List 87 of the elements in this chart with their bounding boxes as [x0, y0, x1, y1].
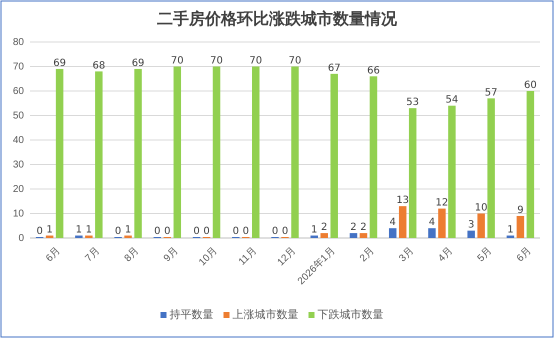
- data-label: 1: [76, 224, 82, 236]
- x-tick-label: 6月: [514, 245, 534, 264]
- data-label: 70: [210, 56, 223, 66]
- bar: [408, 108, 416, 238]
- y-tick-label: 60: [12, 86, 24, 98]
- data-label: 0: [193, 226, 200, 237]
- bar: [291, 66, 299, 238]
- data-label: 3: [468, 220, 474, 231]
- bar: [174, 66, 182, 238]
- data-label: 1: [507, 224, 514, 236]
- chart-title: 二手房价格环比涨跌城市数量情况: [157, 9, 398, 28]
- data-label: 0: [232, 226, 239, 237]
- bar: [134, 68, 142, 238]
- data-label: 70: [288, 56, 302, 66]
- data-label: 0: [203, 226, 210, 237]
- data-label: 0: [154, 226, 161, 237]
- y-tick-label: 30: [12, 160, 24, 171]
- bar: [212, 66, 220, 238]
- data-label: 1: [311, 224, 318, 236]
- data-label: 1: [124, 224, 132, 236]
- y-tick-label: 40: [12, 135, 24, 146]
- data-label: 53: [406, 97, 420, 108]
- x-tick-label: 8月: [122, 245, 142, 264]
- bar: [516, 216, 524, 238]
- data-label: 0: [282, 226, 288, 237]
- x-tick-label: 11月: [236, 245, 260, 268]
- data-label: 4: [390, 217, 396, 228]
- data-label: 10: [474, 202, 488, 214]
- y-tick-label: 70: [12, 62, 24, 73]
- data-label: 0: [164, 226, 170, 237]
- data-label: 54: [446, 94, 458, 106]
- data-label: 70: [170, 56, 184, 66]
- y-tick-label: 10: [12, 208, 24, 220]
- x-tick-label: 6月: [44, 245, 63, 264]
- bar: [388, 228, 396, 238]
- data-label: 9: [517, 204, 524, 216]
- data-label: 0: [36, 226, 43, 237]
- y-tick-label: 80: [12, 37, 24, 48]
- data-label: 60: [524, 80, 537, 91]
- data-label: 13: [396, 195, 410, 206]
- data-label: 2: [321, 222, 328, 234]
- data-label: 0: [114, 226, 122, 237]
- legend-label: 上涨城市数量: [232, 308, 298, 321]
- x-tick-label: 3月: [397, 245, 416, 264]
- x-tick-label: 7月: [83, 245, 102, 264]
- data-label: 66: [367, 65, 380, 76]
- bar: [330, 74, 338, 238]
- data-label: 1: [46, 224, 53, 236]
- y-tick-label: 50: [12, 110, 24, 122]
- data-label: 68: [92, 60, 106, 72]
- bar: [448, 106, 456, 238]
- data-label: 69: [53, 58, 66, 69]
- data-label: 0: [242, 226, 249, 237]
- data-label: 4: [428, 217, 436, 228]
- data-label: 2: [360, 222, 367, 234]
- bar: [95, 71, 103, 238]
- bar: [56, 68, 64, 238]
- bar: [360, 233, 368, 238]
- data-label: 67: [328, 62, 341, 74]
- data-label: 2: [350, 222, 357, 234]
- bar: [526, 91, 534, 238]
- bar: [438, 208, 446, 238]
- x-tick-label: 10月: [197, 245, 220, 268]
- x-tick-label: 4月: [436, 245, 456, 264]
- x-tick-label: 5月: [476, 245, 494, 264]
- y-tick-label: 20: [12, 184, 24, 196]
- bar: [487, 98, 495, 238]
- x-tick-label: 2月: [358, 245, 377, 264]
- data-label: 0: [272, 226, 278, 237]
- data-label: 70: [249, 56, 262, 66]
- data-label: 69: [132, 58, 144, 69]
- data-label: 57: [484, 87, 498, 98]
- bar: [398, 206, 406, 238]
- x-tick-label: 12月: [276, 245, 298, 268]
- data-label: 12: [436, 198, 448, 209]
- bar: [477, 214, 485, 238]
- data-label: 1: [86, 224, 92, 236]
- legend-label: 持平数量: [170, 308, 214, 321]
- bar: [320, 233, 328, 238]
- x-tick-label: 9月: [162, 245, 181, 264]
- legend-label: 下跌城市数量: [318, 308, 384, 321]
- y-tick-label: 0: [18, 233, 24, 244]
- bar: [252, 66, 260, 238]
- bar: [467, 230, 475, 238]
- bar: [370, 76, 378, 238]
- bar: [350, 233, 358, 238]
- bar: [428, 228, 436, 238]
